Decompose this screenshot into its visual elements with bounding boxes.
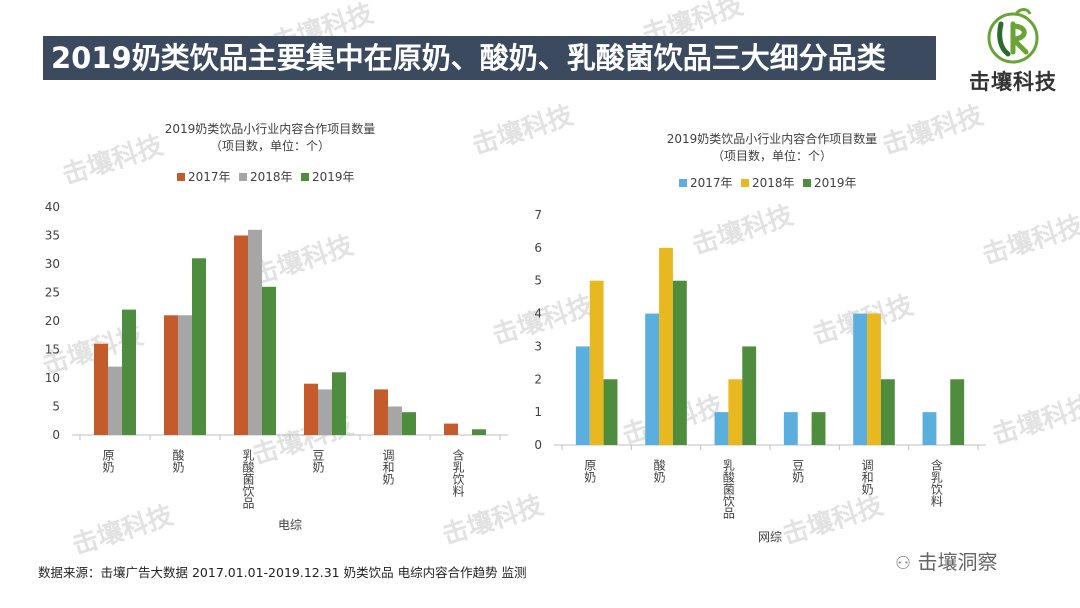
bar [659,247,673,445]
source-note: 数据来源：击壤广告大数据 2017.01.01-2019.12.31 奶类饮品 … [38,565,527,580]
y-tick-label: 35 [45,229,60,243]
bar [318,389,332,435]
category-label: 乳酸菌饮品 [721,459,735,519]
bar [192,258,206,435]
bar [783,412,798,445]
legend-label: 2019年 [312,170,355,184]
bar [575,346,590,445]
bar [589,280,604,445]
category-label: 原奶 [583,459,597,483]
bar [867,313,881,445]
legend-swatch [239,173,247,181]
bar [728,379,743,445]
category-label: 酸奶 [652,458,666,483]
wechat-icon: ⚇ [895,553,912,574]
legend-swatch [803,179,811,187]
chart-title: 2019奶类饮品小行业内容合作项目数量 [667,131,878,146]
brand-name: 击壤科技 [969,70,1057,94]
chart-dianzong: 2019奶类饮品小行业内容合作项目数量 （项目数，单位：个） 2017年 2018年 2… [45,121,508,532]
wechat-account-name: 击壤洞察 [917,550,998,574]
y-tick-label: 7 [534,208,542,222]
brand-logo-icon [987,8,1039,64]
legend-label: 2018年 [250,170,293,184]
bar [402,412,416,435]
bar [742,346,757,445]
bar [603,379,618,445]
bar [178,315,192,435]
y-tick-label: 15 [45,343,60,357]
bar [164,315,178,435]
bar [122,309,136,435]
chart-subtitle: （项目数，单位：个） [210,138,330,153]
legend-label: 2017年 [188,170,231,184]
category-label: 豆奶 [791,459,805,483]
legend-swatch [301,173,309,181]
category-label: 含乳饮料 [451,448,465,497]
y-tick-label: 4 [534,307,542,321]
y-tick-label: 3 [534,339,542,353]
bar [94,343,108,435]
y-tick-label: 6 [534,241,542,255]
bar [853,313,868,445]
bar [950,379,965,445]
bar [234,235,248,435]
bar [472,429,486,435]
wechat-tag: ⚇ 击壤洞察 [895,546,998,575]
y-tick-label: 25 [45,286,60,300]
bar [388,406,402,435]
bar [922,412,937,445]
x-axis-label: 网综 [758,530,782,544]
legend-label: 2018年 [752,176,795,190]
category-label: 调和奶 [860,459,874,495]
legend-label: 2017年 [690,176,733,190]
legend-swatch [177,173,185,181]
bar [304,383,318,435]
y-tick-label: 20 [45,314,60,328]
legend-label: 2019年 [814,176,857,190]
bar [108,366,122,435]
bar [880,379,895,445]
bar [374,389,388,435]
bar [444,423,458,435]
chart-title: 2019奶类饮品小行业内容合作项目数量 [165,121,376,136]
bar [672,280,687,445]
category-label: 原奶 [101,449,115,473]
y-tick-label: 40 [45,200,60,214]
bar [262,286,276,435]
y-tick-label: 30 [45,257,60,271]
y-tick-label: 1 [534,405,542,419]
category-label: 酸奶 [171,448,185,473]
bar [248,229,262,435]
chart-wangzong: 2019奶类饮品小行业内容合作项目数量 （项目数，单位：个） 2017年 2018年 2… [534,131,986,544]
category-label: 含乳饮料 [929,458,943,507]
category-label: 乳酸菌饮品 [241,449,255,509]
y-tick-label: 10 [45,371,60,385]
y-tick-label: 0 [534,438,542,452]
bar [332,372,346,435]
legend-swatch [679,179,687,187]
y-tick-label: 0 [52,428,60,442]
bar [645,313,660,445]
chart-subtitle: （项目数，单位：个） [712,148,832,163]
bar [714,412,729,445]
legend-swatch [741,179,749,187]
page-title: 2019奶类饮品主要集中在原奶、酸奶、乳酸菌饮品三大细分品类 [43,36,936,80]
y-tick-label: 5 [534,274,542,288]
bar [811,412,826,445]
category-label: 豆奶 [311,449,325,473]
category-label: 调和奶 [381,449,395,485]
y-tick-label: 2 [534,372,542,386]
x-axis-label: 电综 [278,518,302,532]
y-tick-label: 5 [52,400,60,414]
